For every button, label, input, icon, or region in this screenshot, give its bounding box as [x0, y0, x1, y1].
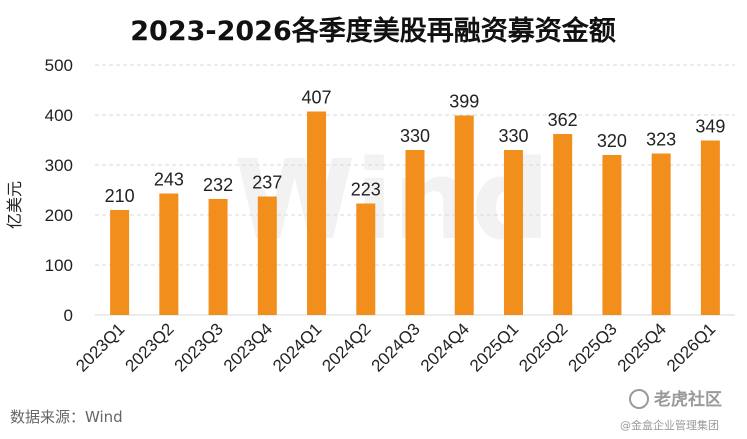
watermark-author: @金盒企业管理集团 [620, 418, 719, 432]
y-tick-label: 0 [64, 306, 73, 325]
data-label: 243 [154, 170, 184, 190]
bar [307, 111, 327, 315]
bar [553, 134, 573, 315]
y-tick-label: 300 [45, 156, 73, 175]
data-label: 237 [252, 173, 282, 193]
data-label: 330 [498, 126, 528, 146]
data-label: 349 [695, 117, 725, 137]
x-tick-label: 2024Q4 [417, 319, 473, 375]
data-label: 223 [351, 180, 381, 200]
bar [110, 210, 130, 315]
data-label: 399 [449, 92, 479, 112]
bar [405, 150, 425, 315]
watermark-brand: 老虎社区 [653, 389, 722, 410]
bar [159, 193, 179, 315]
x-tick-label: 2023Q2 [121, 319, 177, 375]
y-tick-label: 500 [45, 56, 73, 75]
bar [356, 203, 376, 315]
tiger-community-watermark: 老虎社区 @金盒企业管理集团 [620, 389, 722, 432]
background-watermark: Wind [234, 136, 550, 264]
x-tick-label: 2023Q3 [171, 319, 227, 375]
y-tick-label: 400 [45, 106, 73, 125]
bars [110, 111, 720, 315]
x-axis-ticks: 2023Q12023Q22023Q32023Q42024Q12024Q22024… [72, 319, 719, 375]
data-label: 362 [548, 110, 578, 130]
data-label: 407 [302, 88, 332, 108]
x-tick-label: 2024Q3 [368, 319, 424, 375]
source-note: 数据来源：Wind [10, 408, 123, 426]
data-label: 232 [203, 175, 233, 195]
data-label: 323 [646, 130, 676, 150]
x-tick-label: 2023Q1 [72, 319, 128, 375]
bar [257, 196, 277, 315]
y-tick-label: 100 [45, 256, 73, 275]
data-labels: 210 243 232 237 407 223 330 399 330 362 320 323 349 [105, 88, 726, 207]
x-tick-label: 2025Q4 [614, 319, 670, 375]
data-label: 320 [597, 131, 627, 151]
bar [700, 140, 720, 315]
data-label: 330 [400, 126, 430, 146]
bar [208, 199, 228, 315]
x-tick-label: 2026Q1 [663, 319, 719, 375]
x-tick-label: 2025Q3 [565, 319, 621, 375]
data-label: 210 [105, 186, 135, 206]
x-tick-label: 2025Q2 [515, 319, 571, 375]
y-axis-label: 亿美元 [5, 181, 24, 229]
tiger-logo-icon [629, 389, 649, 409]
x-tick-label: 2025Q1 [466, 319, 522, 375]
y-axis-ticks: 0 100 200 300 400 500 [45, 56, 73, 325]
y-tick-label: 200 [45, 206, 73, 225]
bar [602, 155, 622, 315]
x-tick-label: 2023Q4 [220, 319, 276, 375]
bar [651, 153, 671, 315]
bar [454, 115, 474, 315]
chart-title: 2023-2026各季度美股再融资募资金额 [130, 15, 616, 47]
x-tick-label: 2024Q2 [318, 319, 374, 375]
x-tick-label: 2024Q1 [269, 319, 325, 375]
bar [503, 150, 523, 315]
